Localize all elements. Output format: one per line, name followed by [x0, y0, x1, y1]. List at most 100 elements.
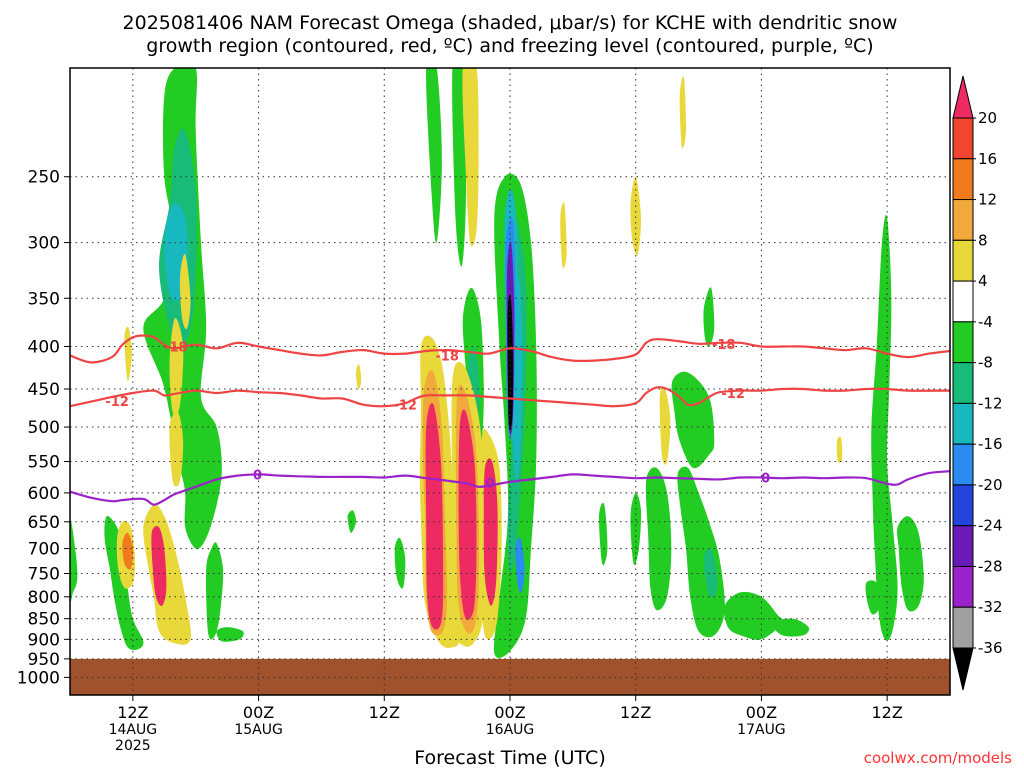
grid-lines [70, 68, 950, 695]
omega-region-12 [124, 326, 132, 382]
colorbar-label-9: -20 [978, 476, 1003, 494]
contour-label-2-1: 0 [486, 477, 495, 492]
xtick-label-42-1: 16AUG [486, 722, 535, 738]
xtick-label-30-0: 12Z [369, 703, 400, 722]
y-axis: 2503003504004505005506006507007508008509… [17, 168, 70, 688]
colorbar-bin-3 [952, 199, 974, 241]
ytick-label-300: 300 [28, 234, 60, 254]
omega-region-39 [671, 371, 715, 469]
colorbar-label-1: 16 [978, 150, 997, 168]
omega-region-4 [70, 520, 78, 602]
ytick-label-250: 250 [28, 168, 60, 188]
omega-region-9 [169, 317, 184, 416]
colorbar-label-11: -28 [978, 557, 1003, 575]
xtick-label-54-0: 12Z [620, 703, 651, 722]
colorbar-cap-bottom [952, 647, 974, 691]
omega-region-49 [865, 580, 880, 615]
omega-region-38 [645, 467, 672, 611]
contour-label-2-0: 0 [253, 468, 262, 483]
ytick-label-950: 950 [28, 650, 60, 670]
colorbar-label-8: -16 [978, 435, 1003, 453]
omega-region-16 [394, 537, 406, 589]
omega-region-41 [703, 547, 718, 599]
xtick-label-66-1: 17AUG [737, 722, 786, 738]
omega-region-54 [679, 76, 687, 149]
ytick-label-900: 900 [28, 630, 60, 650]
omega-region-8 [151, 526, 167, 607]
ytick-label-600: 600 [28, 484, 60, 504]
xtick-label-6-1: 14AUG [109, 722, 158, 738]
colorbar-bin-2 [952, 158, 974, 201]
omega-region-50 [836, 436, 843, 463]
contour-lines: -18 -18 -18 -12 -12 -12 0 0 0 [70, 334, 950, 506]
contour-label-0-0: -18 [164, 340, 188, 355]
ytick-label-500: 500 [28, 418, 60, 438]
colorbar-label-7: -12 [978, 394, 1003, 412]
omega-region-42 [703, 287, 715, 347]
ytick-label-650: 650 [28, 513, 60, 533]
contour-line-2 [70, 470, 950, 506]
colorbar-bin-8 [952, 402, 974, 445]
omega-region-51 [560, 202, 567, 269]
ytick-label-350: 350 [28, 289, 60, 309]
contour-label-1-1: -12 [393, 399, 417, 414]
contour-line-0 [70, 334, 950, 364]
xtick-label-78-0: 12Z [871, 703, 902, 722]
omega-region-52 [630, 176, 642, 256]
ytick-label-550: 550 [28, 452, 60, 472]
omega-region-44 [598, 502, 608, 566]
colorbar-bin-13 [952, 606, 974, 649]
colorbar-bin-4 [952, 239, 974, 282]
colorbar: 20 16 12 8 4 -4 -8 -12 -16 -20 -24 -28 -32 -36 [952, 75, 1003, 691]
contour-label-0-1: -18 [435, 349, 459, 364]
omega-region-11 [179, 253, 191, 330]
colorbar-bin-9 [952, 443, 974, 486]
xtick-label-66-0: 00Z [746, 703, 777, 722]
contour-label-1-2: -12 [721, 387, 745, 402]
colorbar-bin-6 [952, 321, 974, 364]
colorbar-label-0: 20 [978, 109, 997, 127]
omega-region-46 [771, 618, 810, 637]
site-credit: coolwx.com/models [864, 749, 1012, 767]
omega-region-55 [355, 363, 362, 390]
colorbar-label-10: -24 [978, 517, 1003, 535]
chart-title-line-2: growth region (contoured, red, ºC) and f… [146, 35, 873, 57]
ytick-label-800: 800 [28, 588, 60, 608]
contour-label-0-2: -18 [712, 338, 736, 353]
omega-region-53 [659, 386, 671, 465]
colorbar-bin-11 [952, 525, 974, 567]
colorbar-cap-top [952, 75, 974, 119]
colorbar-label-3: 8 [978, 231, 988, 249]
xtick-label-18-1: 15AUG [234, 722, 283, 738]
omega-region-30 [458, 409, 477, 620]
colorbar-bin-10 [952, 484, 974, 527]
omega-region-45 [724, 591, 784, 640]
omega-region-37 [515, 537, 525, 593]
omega-region-7 [143, 504, 191, 645]
ytick-label-850: 850 [28, 610, 60, 630]
colorbar-label-2: 12 [978, 191, 997, 209]
contour-label-1-0: -12 [105, 395, 129, 410]
omega-region-27 [425, 402, 444, 630]
ytick-label-750: 750 [28, 564, 60, 584]
contour-line-1 [70, 386, 950, 408]
colorbar-bin-5 [952, 280, 974, 323]
omega-region-43 [630, 492, 642, 566]
colorbar-label-13: -36 [978, 639, 1003, 657]
ytick-label-1000: 1000 [17, 668, 60, 688]
xtick-label-18-0: 00Z [243, 703, 274, 722]
ytick-label-450: 450 [28, 380, 60, 400]
omega-region-17 [426, 68, 442, 243]
omega-region-36 [507, 293, 514, 431]
colorbar-label-6: -8 [978, 354, 993, 372]
chart-title-line-1: 2025081406 NAM Forecast Omega (shaded, μ… [123, 12, 898, 34]
xtick-label-6-0: 12Z [117, 703, 148, 722]
omega-region-6 [122, 532, 134, 570]
omega-region-14 [216, 627, 244, 642]
ytick-label-700: 700 [28, 540, 60, 560]
colorbar-bin-1 [952, 117, 974, 160]
omega-region-32 [483, 458, 498, 606]
omega-region-48 [896, 516, 924, 612]
omega-region-10 [169, 411, 184, 487]
